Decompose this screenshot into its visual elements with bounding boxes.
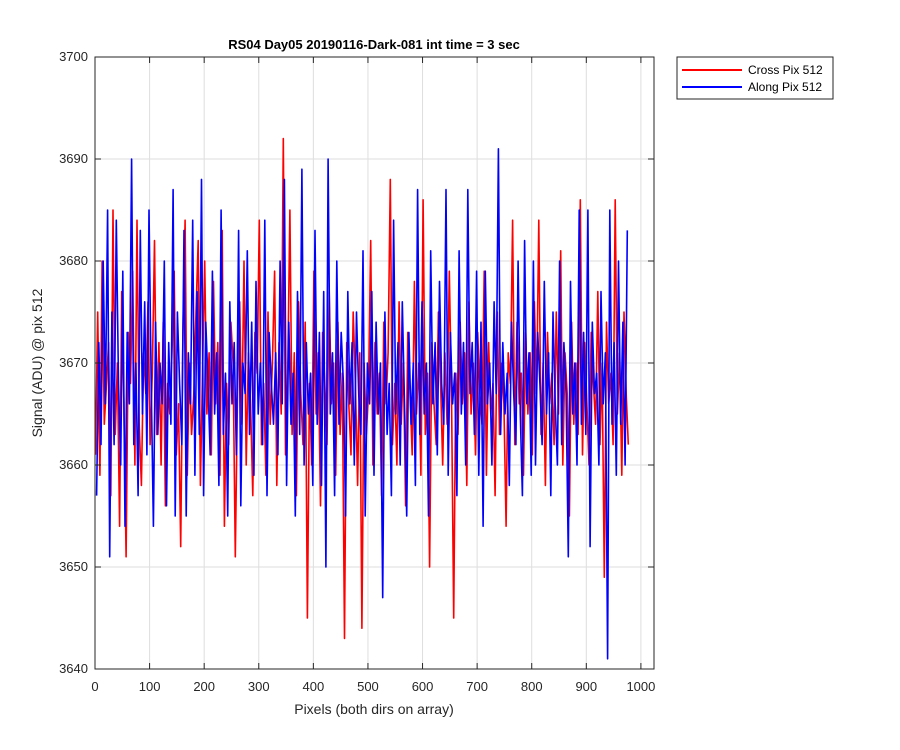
legend-box <box>676 56 834 100</box>
x-tick-label: 1000 <box>626 679 655 694</box>
x-tick-label: 0 <box>91 679 98 694</box>
x-tick-label: 900 <box>575 679 597 694</box>
x-tick-label: 400 <box>303 679 325 694</box>
legend: Cross Pix 512 Along Pix 512 <box>676 56 834 100</box>
x-tick-label: 700 <box>466 679 488 694</box>
y-tick-label: 3690 <box>59 151 88 166</box>
x-tick-label: 100 <box>139 679 161 694</box>
y-tick-label: 3650 <box>59 559 88 574</box>
y-tick-label: 3640 <box>59 661 88 676</box>
x-tick-label: 500 <box>357 679 379 694</box>
series-layer <box>94 137 630 660</box>
x-tick-label: 800 <box>521 679 543 694</box>
x-tick-label: 600 <box>412 679 434 694</box>
y-tick-label: 3670 <box>59 355 88 370</box>
x-tick-label: 200 <box>193 679 215 694</box>
axis-ticks: 0 100 200 300 400 500 600 700 800 900 1000 3640 3650… <box>59 49 655 694</box>
legend-label-cross-pix-512: Cross Pix 512 <box>748 63 823 77</box>
series-line-along-pix-512 <box>95 148 629 660</box>
chart-title: RS04 Day05 20190116-Dark-081 int time = … <box>228 37 520 52</box>
y-axis-label: Signal (ADU) @ pix 512 <box>29 288 45 437</box>
y-tick-label: 3700 <box>59 49 88 64</box>
x-tick-label: 300 <box>248 679 270 694</box>
legend-label-along-pix-512: Along Pix 512 <box>748 80 822 94</box>
x-axis-label: Pixels (both dirs on array) <box>294 701 454 717</box>
y-tick-label: 3660 <box>59 457 88 472</box>
y-tick-label: 3680 <box>59 253 88 268</box>
